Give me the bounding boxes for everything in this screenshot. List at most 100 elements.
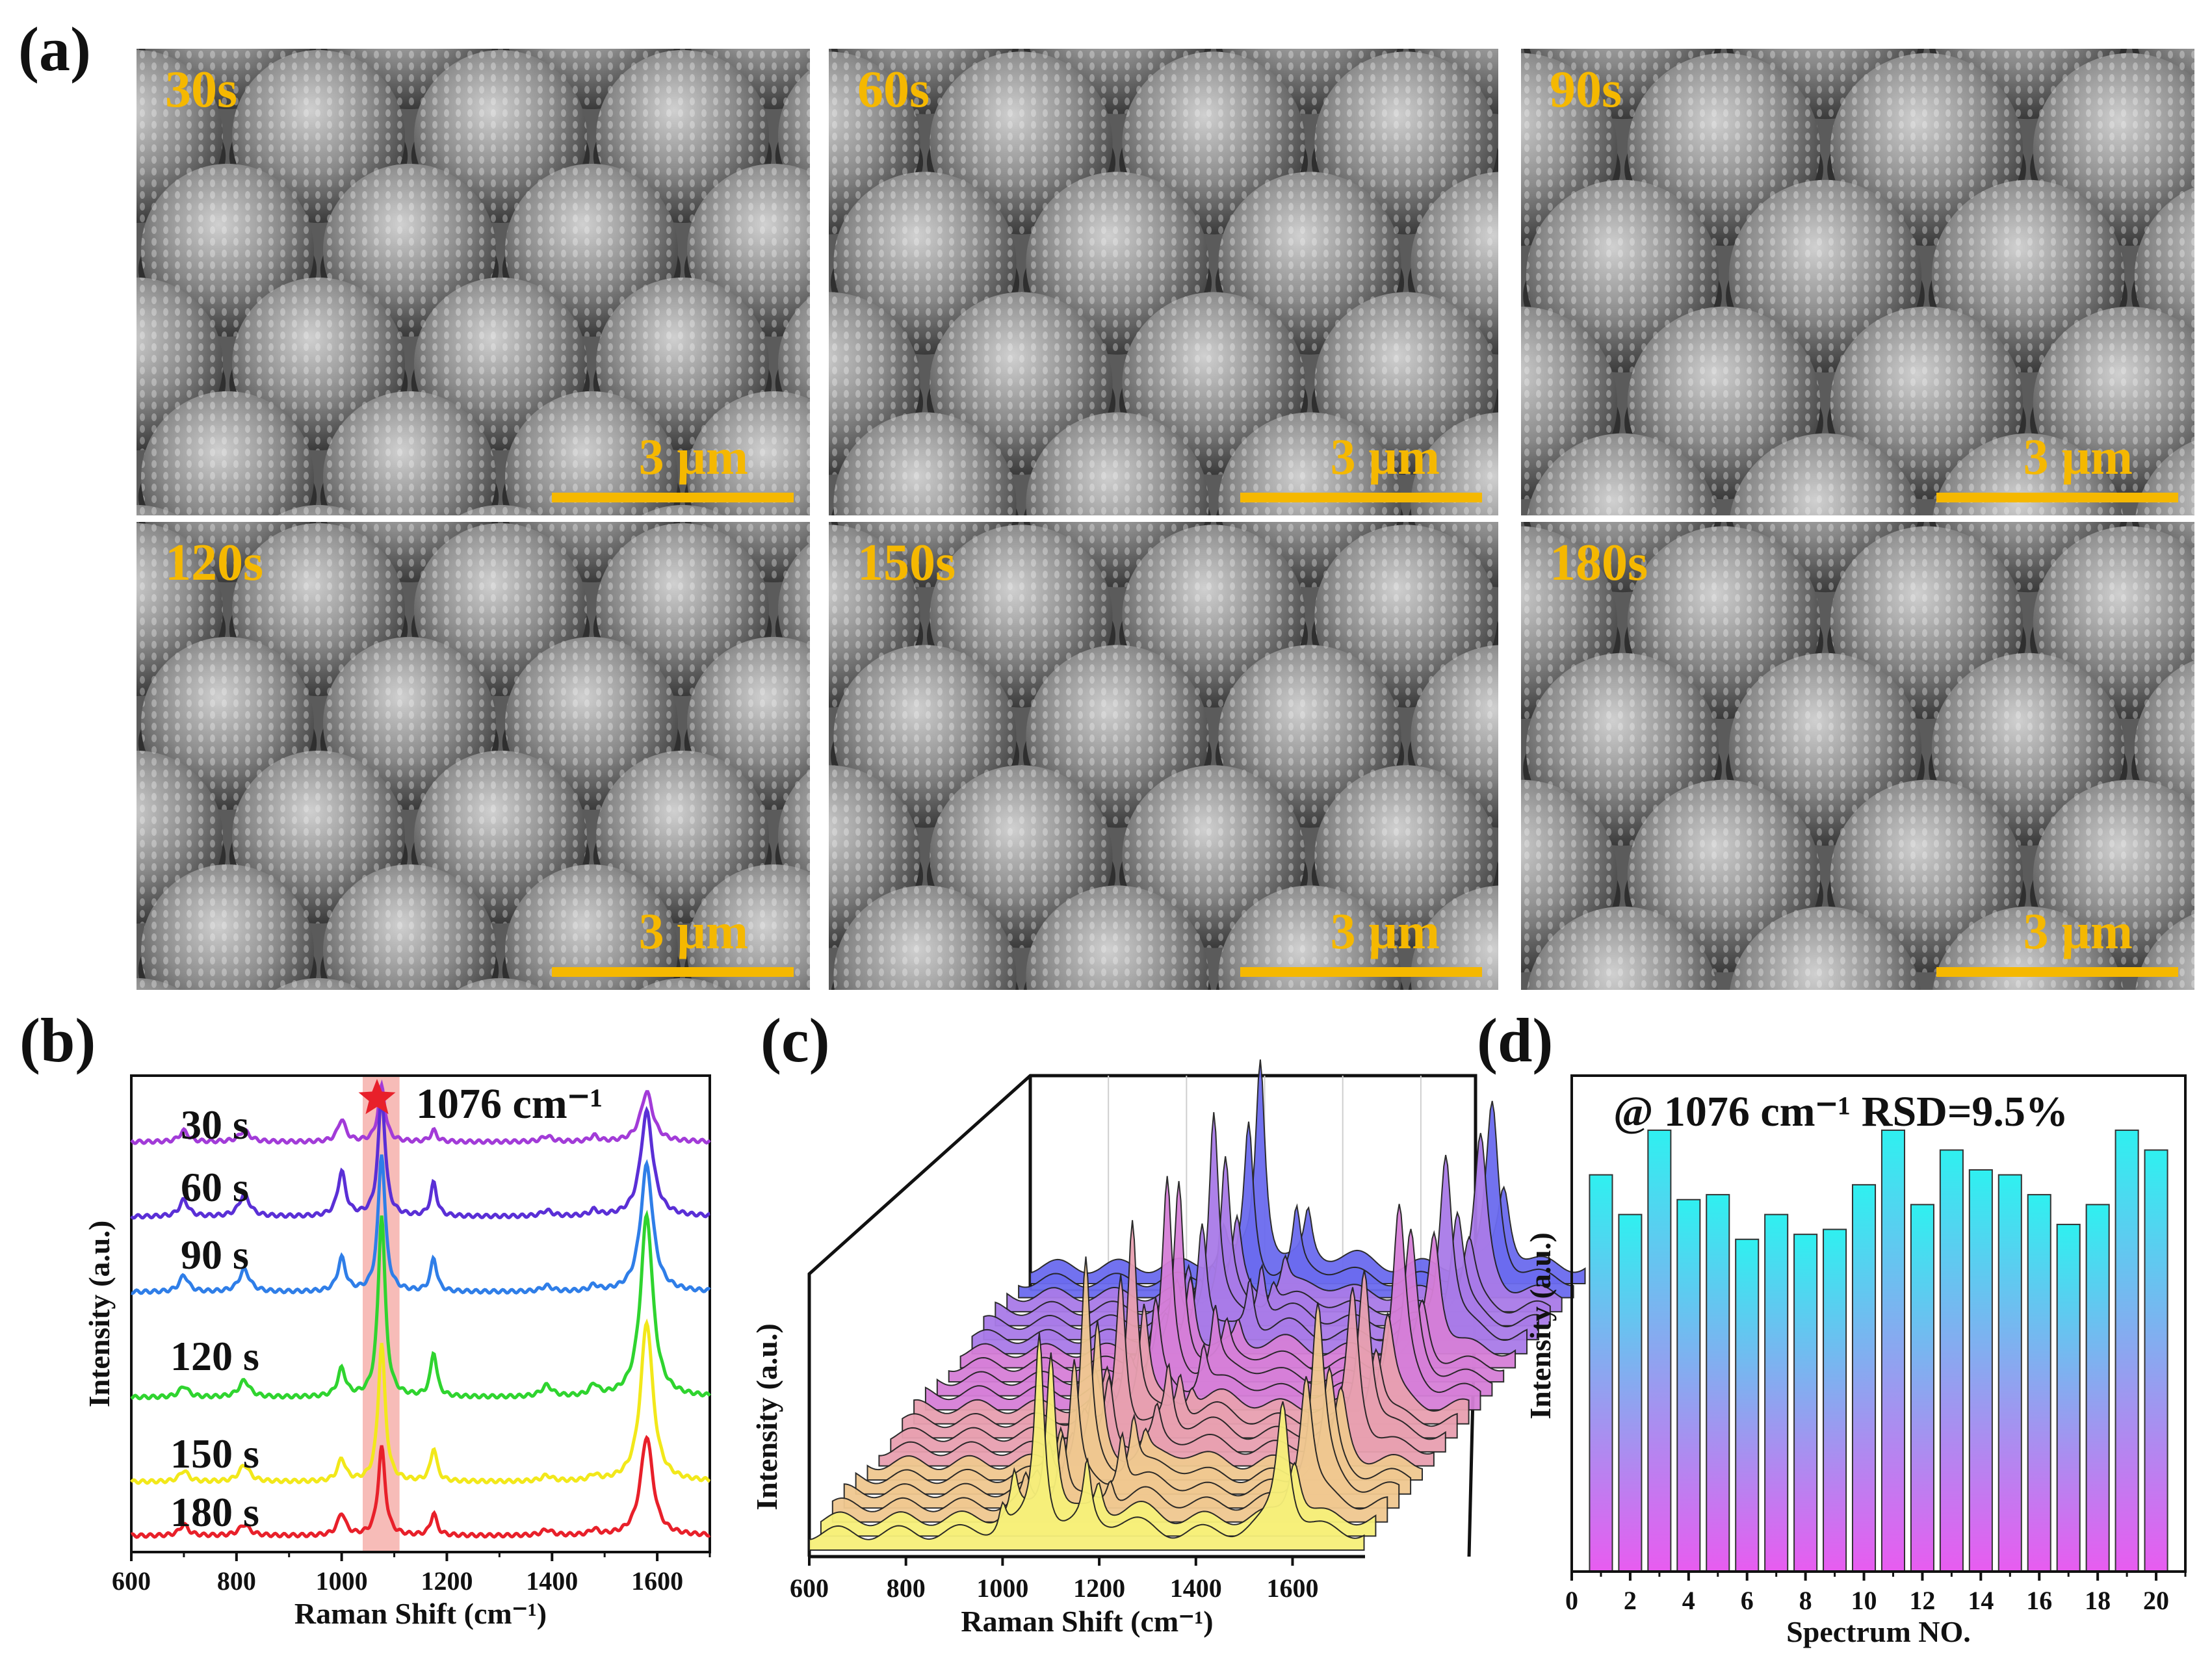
- x-tick-label: 800: [217, 1566, 256, 1596]
- waterfall-spectrum-1: [809, 1332, 1365, 1551]
- scale-bar-label: 3 µm: [638, 428, 748, 485]
- waterfall-spectrum-18: [1006, 1133, 1563, 1313]
- x-tick-label: 600: [790, 1574, 829, 1603]
- bar-10: [1851, 1184, 1877, 1572]
- x-tick-label: 1200: [421, 1566, 473, 1596]
- waterfall-spectrum-14: [959, 1230, 1516, 1369]
- x-tick-label: 4: [1682, 1586, 1695, 1615]
- bar-8: [1793, 1234, 1818, 1573]
- series-line-180s: [130, 1434, 711, 1539]
- bar-20: [2144, 1149, 2168, 1572]
- bar-17: [2056, 1223, 2081, 1572]
- sem-image-120s: 120s 3 µm: [137, 522, 810, 990]
- sem-time-label: 150s: [857, 534, 956, 591]
- x-tick-label: 16: [2026, 1586, 2052, 1615]
- x-tick-label: 1000: [976, 1574, 1028, 1603]
- x-tick-label: 20: [2143, 1586, 2169, 1615]
- bar-3: [1647, 1129, 1672, 1573]
- bar-14: [1968, 1169, 1993, 1572]
- sem-time-label: 30s: [165, 61, 238, 118]
- peak-annotation-1076: 1076 cm⁻¹: [416, 1080, 603, 1128]
- sem-image-150s: 150s 3 µm: [829, 522, 1498, 990]
- series-line-60s: [130, 1094, 710, 1220]
- panel-label-b: (b): [20, 1005, 96, 1075]
- x-axis-title: Raman Shift (cm⁻¹): [294, 1597, 547, 1630]
- waterfall-spectrum-11: [924, 1204, 1481, 1411]
- x-tick-label: 1600: [631, 1566, 683, 1596]
- x-tick-label: 1400: [526, 1566, 578, 1596]
- scale-bar: [1936, 493, 2178, 502]
- scale-bar-label: 3 µm: [1330, 428, 1440, 485]
- x-tick-label: 12: [1909, 1586, 1935, 1615]
- bar-19: [2114, 1129, 2139, 1573]
- scale-bar-label: 3 µm: [2023, 903, 2133, 959]
- x-tick-label: 1600: [1266, 1574, 1318, 1603]
- chart-d-title: @ 1076 cm⁻¹ RSD=9.5%: [1613, 1088, 2068, 1135]
- panel-label-c: (c): [761, 1005, 830, 1075]
- bar-1: [1589, 1174, 1613, 1572]
- series-line-120s: [130, 1210, 711, 1401]
- sem-time-label: 120s: [165, 534, 264, 591]
- chart-b-frame: [130, 1074, 711, 1553]
- series-label-180s: 180 s: [170, 1489, 259, 1535]
- bar-11: [1880, 1129, 1906, 1573]
- scale-bar: [1240, 967, 1482, 977]
- bar-2: [1618, 1213, 1643, 1572]
- scale-bar-label: 3 µm: [638, 903, 748, 959]
- scale-bar-label: 3 µm: [2023, 428, 2133, 485]
- sem-time-label: 180s: [1550, 534, 1648, 591]
- y-axis-title: Intensity (a.u.): [1524, 1232, 1557, 1419]
- bar-9: [1823, 1228, 1847, 1572]
- bar-13: [1939, 1149, 1964, 1572]
- x-tick-label: 8: [1799, 1586, 1812, 1615]
- x-tick-label: 1400: [1170, 1574, 1222, 1603]
- waterfall-spectrum-7: [878, 1287, 1435, 1467]
- series-label-60s: 60 s: [181, 1164, 249, 1210]
- series-line-30s: [130, 1079, 711, 1145]
- x-tick-label: 800: [887, 1574, 926, 1603]
- bar-12: [1910, 1204, 1934, 1572]
- series-label-30s: 30 s: [181, 1102, 249, 1148]
- x-tick-label: 6: [1741, 1586, 1754, 1615]
- bar-16: [2027, 1194, 2051, 1572]
- bar-6: [1735, 1238, 1760, 1573]
- series-label-150s: 150 s: [170, 1431, 259, 1477]
- scale-bar: [552, 493, 794, 502]
- bar-5: [1706, 1194, 1730, 1572]
- sem-image-60s: 60s 3 µm: [829, 49, 1498, 515]
- star-marker: [358, 1079, 396, 1115]
- series-label-120s: 120 s: [170, 1333, 259, 1379]
- y-axis-title: Intensity (a.u.): [83, 1221, 116, 1408]
- scale-bar: [1936, 967, 2178, 977]
- x-tick-label: 600: [112, 1566, 151, 1596]
- sem-time-label: 60s: [857, 61, 930, 118]
- sem-time-label: 90s: [1550, 61, 1622, 118]
- panel-label-a: (a): [18, 14, 91, 84]
- sem-image-30s: 30s 3 µm: [137, 49, 810, 515]
- bar-7: [1764, 1213, 1789, 1572]
- scale-bar-label: 3 µm: [1330, 903, 1440, 959]
- series-label-90s: 90 s: [181, 1232, 249, 1278]
- y-axis-title: Intensity (a.u.): [750, 1323, 783, 1510]
- x-axis-title: Spectrum NO.: [1786, 1615, 1971, 1648]
- x-tick-label: 14: [1968, 1586, 1994, 1615]
- panel-label-d: (d): [1477, 1005, 1554, 1075]
- x-tick-label: 1000: [316, 1566, 368, 1596]
- bar-4: [1676, 1198, 1701, 1572]
- scale-bar: [552, 967, 794, 977]
- x-tick-label: 18: [2085, 1586, 2111, 1615]
- bar-18: [2085, 1204, 2110, 1572]
- x-tick-label: 2: [1624, 1586, 1637, 1615]
- chart-d-frame: [1570, 1074, 2187, 1573]
- series-line-90s: [131, 1154, 711, 1295]
- sem-image-180s: 180s 3 µm: [1521, 522, 2194, 990]
- x-tick-label: 10: [1851, 1586, 1877, 1615]
- x-axis-title: Raman Shift (cm⁻¹): [961, 1605, 1213, 1638]
- series-line-150s: [130, 1318, 711, 1485]
- sem-image-90s: 90s 3 µm: [1521, 49, 2194, 515]
- bar-15: [1997, 1174, 2022, 1572]
- x-tick-label: 0: [1565, 1586, 1578, 1615]
